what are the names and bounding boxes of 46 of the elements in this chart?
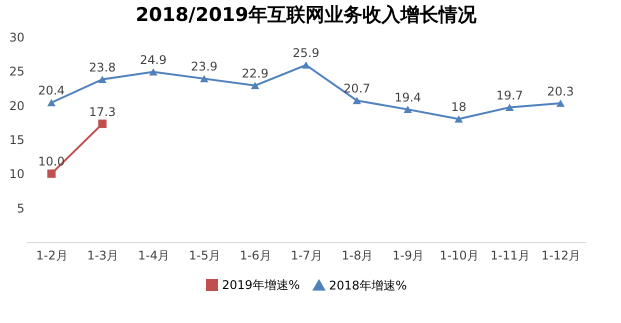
x-tick-label: 1-8月 <box>342 248 374 262</box>
data-label: 22.9 <box>242 66 268 81</box>
data-label: 20.4 <box>38 84 65 98</box>
y-tick-label: 10 <box>9 167 24 182</box>
point <box>98 120 107 128</box>
legend-label: 2019年增速% <box>222 278 300 292</box>
data-label: 23.8 <box>89 60 116 74</box>
y-tick-label: 15 <box>9 133 24 147</box>
point <box>149 68 158 76</box>
data-label: 24.9 <box>140 52 167 67</box>
point <box>352 96 362 104</box>
x-tick-label: 1-7月 <box>290 248 322 262</box>
data-label: 10.0 <box>38 154 65 169</box>
x-tick-label: 1-6月 <box>240 248 272 262</box>
data-label: 25.9 <box>292 46 320 60</box>
point <box>556 100 565 107</box>
x-tick-label: 1-4月 <box>138 248 170 262</box>
data-label: 18 <box>451 100 466 114</box>
y-tick-label: 25 <box>9 64 24 79</box>
point <box>454 115 463 123</box>
point <box>47 98 56 106</box>
data-label: 20.3 <box>547 84 574 98</box>
x-tick-label: 1-10月 <box>440 248 479 262</box>
point <box>200 75 208 82</box>
legend-label: 2018年增速% <box>329 278 407 292</box>
y-tick-label: 30 <box>9 30 24 44</box>
point <box>404 106 412 114</box>
x-tick-label: 1-5月 <box>188 248 220 262</box>
y-tick-label: 5 <box>16 201 24 216</box>
data-label: 23.9 <box>190 60 218 74</box>
x-tick-label: 1-12月 <box>541 248 581 262</box>
y-tick-label: 20 <box>9 98 24 113</box>
point <box>98 76 107 83</box>
point <box>302 61 310 69</box>
data-label: 19.4 <box>394 90 422 104</box>
x-tick-label: 1-2月 <box>36 248 68 262</box>
data-label: 19.7 <box>496 88 523 102</box>
point <box>505 104 514 112</box>
point <box>47 169 56 178</box>
x-tick-label: 1-11月 <box>490 248 530 262</box>
point <box>250 82 260 90</box>
data-label: 17.3 <box>89 104 116 119</box>
x-tick-label: 1-3月 <box>87 248 119 262</box>
chart-title: 2018/2019年互联网业务收入增长情况 <box>136 4 478 26</box>
x-tick-label: 1-9月 <box>392 248 424 262</box>
data-label: 20.7 <box>344 82 370 96</box>
